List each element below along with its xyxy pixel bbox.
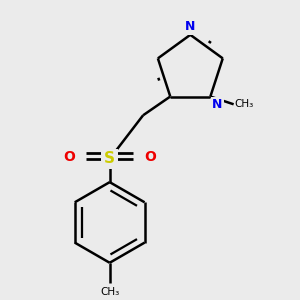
Text: S: S [104, 152, 115, 166]
Text: O: O [64, 150, 76, 164]
Text: N: N [212, 98, 222, 111]
Text: CH₃: CH₃ [235, 99, 254, 109]
Text: CH₃: CH₃ [100, 287, 119, 297]
Text: O: O [144, 150, 156, 164]
Text: N: N [185, 20, 196, 33]
